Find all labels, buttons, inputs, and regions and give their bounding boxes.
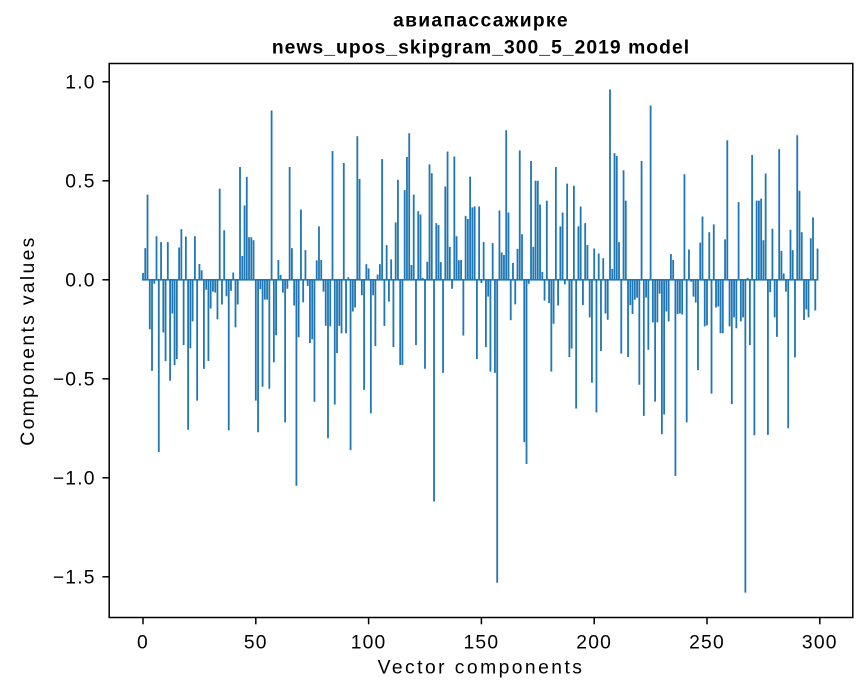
svg-text:150: 150 bbox=[464, 632, 500, 653]
svg-text:300: 300 bbox=[802, 632, 838, 653]
svg-text:−1.5: −1.5 bbox=[53, 568, 96, 589]
svg-text:100: 100 bbox=[351, 632, 387, 653]
svg-text:−1.0: −1.0 bbox=[53, 469, 96, 490]
svg-text:250: 250 bbox=[689, 632, 725, 653]
svg-text:200: 200 bbox=[576, 632, 612, 653]
svg-text:news_upos_skipgram_300_5_2019: news_upos_skipgram_300_5_2019 model bbox=[272, 38, 690, 59]
svg-text:−0.5: −0.5 bbox=[53, 370, 96, 391]
svg-text:0: 0 bbox=[137, 632, 149, 653]
svg-text:авиапассажирке: авиапассажирке bbox=[393, 10, 569, 31]
svg-text:0.5: 0.5 bbox=[65, 172, 95, 193]
svg-text:50: 50 bbox=[244, 632, 268, 653]
svg-text:0.0: 0.0 bbox=[65, 271, 95, 292]
svg-text:1.0: 1.0 bbox=[65, 73, 95, 94]
svg-text:Vector components: Vector components bbox=[378, 658, 585, 679]
svg-text:Components values: Components values bbox=[18, 235, 39, 445]
